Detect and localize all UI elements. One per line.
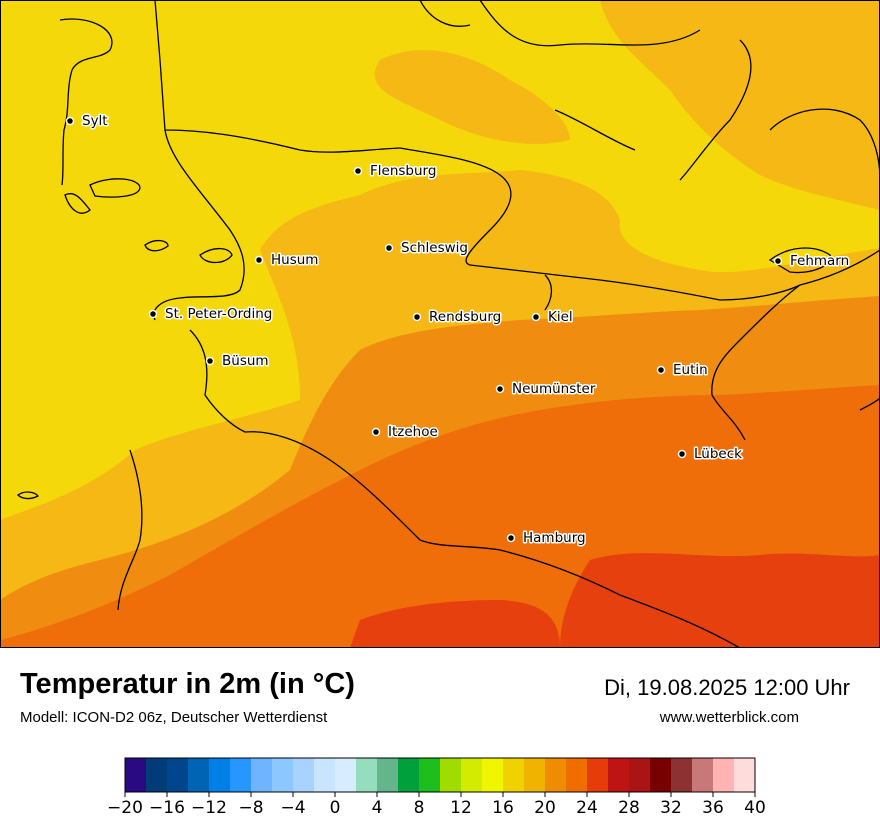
legend-tick-label: 8 — [414, 798, 425, 818]
temperature-band-20-ne — [600, 0, 880, 210]
legend-tick-label: 24 — [576, 798, 598, 818]
legend-swatch — [692, 758, 714, 792]
city-marker-flensburg: Flensburg — [353, 162, 438, 181]
city-marker-husum: Husum — [254, 251, 320, 270]
legend-swatch — [587, 758, 609, 792]
model-source: Modell: ICON-D2 06z, Deutscher Wetterdie… — [20, 709, 328, 726]
legend-swatch — [419, 758, 441, 792]
legend-swatch — [608, 758, 630, 792]
map-title: Temperatur in 2m (in °C) — [20, 668, 355, 700]
city-markers: Sylt Flensburg Schleswig Husum Fehmarn S… — [65, 112, 851, 548]
legend-swatch — [524, 758, 546, 792]
city-marker-kiel: Kiel — [531, 308, 574, 327]
legend-tick-label: 36 — [702, 798, 724, 818]
temperature-band-26-s — [350, 600, 560, 648]
legend-tick-label: −20 — [107, 798, 143, 818]
legend-swatch — [482, 758, 504, 792]
legend-tick-label: 40 — [744, 798, 766, 818]
legend-ticks: −20 −16 −12 −8 −4 0 4 8 12 16 20 24 28 32 36 40 — [107, 792, 766, 818]
legend-swatch — [146, 758, 168, 792]
legend-swatch — [335, 758, 357, 792]
city-marker-hamburg: Hamburg — [506, 529, 587, 548]
city-label: Neumünster — [512, 381, 596, 397]
legend-tick-label: −12 — [191, 798, 227, 818]
legend-tick-label: 20 — [534, 798, 556, 818]
legend-swatch — [272, 758, 294, 792]
city-marker-buesum: Büsum — [205, 352, 270, 371]
legend-swatch — [503, 758, 525, 792]
city-marker-st-peter-ording: St. Peter-Ording — [148, 305, 274, 324]
city-label: Itzehoe — [388, 424, 438, 440]
city-label: Husum — [271, 252, 318, 268]
city-label: Flensburg — [370, 163, 436, 179]
legend-swatch — [734, 758, 756, 792]
legend-swatch — [251, 758, 273, 792]
city-marker-fehmarn: Fehmarn — [773, 252, 851, 271]
legend-swatch — [209, 758, 231, 792]
legend-swatch — [125, 758, 147, 792]
forecast-datetime: Di, 19.08.2025 12:00 Uhr — [604, 675, 850, 700]
legend-swatch — [671, 758, 693, 792]
city-label: Eutin — [673, 362, 708, 378]
legend-swatch — [314, 758, 336, 792]
color-legend: −20 −16 −12 −8 −4 0 4 8 12 16 20 24 28 32 36 40 — [107, 757, 766, 818]
city-label: Hamburg — [523, 530, 586, 546]
temperature-band-26-se — [560, 553, 880, 648]
city-marker-schleswig: Schleswig — [384, 239, 470, 258]
website-link[interactable]: www.wetterblick.com — [659, 709, 799, 726]
legend-tick-label: 16 — [492, 798, 514, 818]
legend-tick-label: 12 — [450, 798, 472, 818]
legend-swatch — [377, 758, 399, 792]
islands — [16, 178, 832, 500]
city-label: Rendsburg — [429, 309, 501, 325]
city-label: Kiel — [548, 309, 573, 325]
legend-tick-label: 0 — [330, 798, 341, 818]
legend-swatch — [188, 758, 210, 792]
city-label: St. Peter-Ording — [165, 306, 272, 322]
legend-swatch — [566, 758, 588, 792]
legend-swatch — [230, 758, 252, 792]
temperature-band-20-north — [374, 50, 570, 144]
legend-swatch — [293, 758, 315, 792]
legend-tick-label: 28 — [618, 798, 640, 818]
legend-tick-label: 32 — [660, 798, 682, 818]
city-label: Sylt — [82, 113, 108, 129]
temperature-map: Sylt Flensburg Schleswig Husum Fehmarn S… — [0, 0, 880, 648]
legend-swatch — [629, 758, 651, 792]
legend-swatch — [356, 758, 378, 792]
city-marker-eutin: Eutin — [656, 361, 709, 380]
legend-tick-label: 4 — [372, 798, 383, 818]
city-marker-luebeck: Lübeck — [677, 445, 744, 464]
legend-swatch — [461, 758, 483, 792]
city-label: Schleswig — [401, 240, 468, 256]
legend-tick-label: −16 — [149, 798, 185, 818]
legend-swatch — [650, 758, 672, 792]
city-marker-neumuenster: Neumünster — [495, 380, 597, 399]
legend-swatch — [440, 758, 462, 792]
city-label: Fehmarn — [790, 253, 849, 269]
city-marker-rendsburg: Rendsburg — [412, 308, 503, 327]
city-label: Büsum — [222, 353, 269, 369]
legend-tick-label: −8 — [238, 798, 263, 818]
city-marker-itzehoe: Itzehoe — [371, 423, 439, 442]
city-marker-sylt: Sylt — [65, 112, 109, 131]
legend-swatch — [545, 758, 567, 792]
legend-swatches — [125, 758, 756, 792]
coastlines — [59, 0, 880, 648]
legend-swatch — [713, 758, 735, 792]
legend-swatch — [167, 758, 189, 792]
legend-swatch — [398, 758, 420, 792]
legend-tick-label: −4 — [280, 798, 305, 818]
legend-border — [124, 757, 756, 793]
city-label: Lübeck — [694, 446, 742, 462]
